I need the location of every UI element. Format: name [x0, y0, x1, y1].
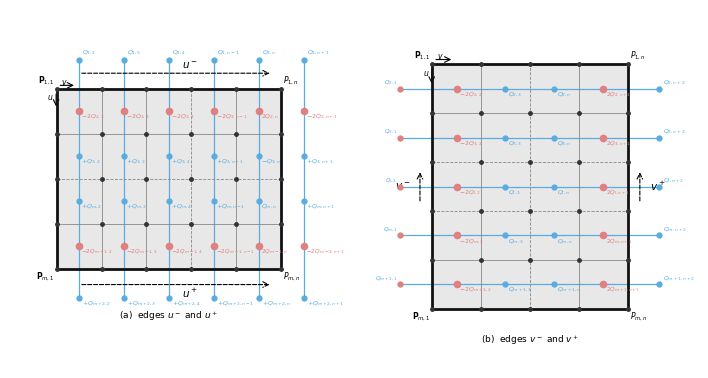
Text: $Q_{m+1,3}$: $Q_{m+1,3}$ — [508, 286, 532, 294]
Text: $u$: $u$ — [47, 93, 54, 102]
Text: $Q_{l,1}$: $Q_{l,1}$ — [385, 177, 397, 185]
Text: $\mathbf{P}_{1,1}$: $\mathbf{P}_{1,1}$ — [38, 75, 55, 87]
Text: $Q_{3,n}$: $Q_{3,n}$ — [556, 139, 571, 148]
Text: $Q_{m+1,n}$: $Q_{m+1,n}$ — [556, 286, 581, 294]
Text: $u^-$: $u^-$ — [183, 60, 198, 71]
Text: $-2Q_{m-1,n-1}$: $-2Q_{m-1,n-1}$ — [216, 248, 255, 256]
Text: $-2Q_{m+1,2}$: $-2Q_{m+1,2}$ — [459, 286, 492, 294]
Text: $-2Q_{2,2}$: $-2Q_{2,2}$ — [459, 91, 483, 99]
Text: $+Q_{m,2}$: $+Q_{m,2}$ — [81, 203, 102, 211]
Text: $v$: $v$ — [61, 78, 68, 87]
Text: $v^-$: $v^-$ — [395, 181, 410, 192]
Text: $-2Q_{m-1,n+1}$: $-2Q_{m-1,n+1}$ — [306, 248, 345, 256]
Text: $Q_{1,3}$: $Q_{1,3}$ — [127, 49, 141, 57]
Text: $Q_{m,1}$: $Q_{m,1}$ — [382, 226, 397, 234]
Text: $v$: $v$ — [437, 53, 444, 62]
Text: $+Q_{m+2,n-1}$: $+Q_{m+2,n-1}$ — [217, 300, 254, 308]
Text: $Q_{3,1}$: $Q_{3,1}$ — [384, 128, 397, 136]
Text: $Q_{1,n}$: $Q_{1,n}$ — [261, 49, 276, 57]
Text: $-2Q_{m-1,4}$: $-2Q_{m-1,4}$ — [171, 248, 202, 256]
Text: $+Q_{m+2,n+1}$: $+Q_{m+2,n+1}$ — [307, 300, 344, 308]
Text: $-2Q_{3,2}$: $-2Q_{3,2}$ — [459, 139, 483, 148]
Text: $Q_{2,n}$: $Q_{2,n}$ — [556, 91, 571, 99]
Text: $2Q_{m,n+1}$: $2Q_{m,n+1}$ — [605, 237, 632, 246]
Text: $u$: $u$ — [423, 69, 429, 78]
Text: $+Q_{m,3}$: $+Q_{m,3}$ — [126, 203, 147, 211]
Text: $\mathbf{P}_{m,1}$: $\mathbf{P}_{m,1}$ — [412, 311, 430, 323]
Text: $2Q_{3,n+1}$: $2Q_{3,n+1}$ — [605, 139, 631, 148]
Text: (a)  edges $u^-$ and $u^+$: (a) edges $u^-$ and $u^+$ — [120, 309, 219, 323]
Bar — [57, 89, 281, 269]
Text: $-2Q_{2,2}$: $-2Q_{2,2}$ — [81, 113, 105, 121]
Text: $-Q_{3,n}$: $-Q_{3,n}$ — [261, 158, 281, 166]
Text: $Q_{l,n}$: $Q_{l,n}$ — [556, 189, 570, 197]
Text: $Q_{1,4}$: $Q_{1,4}$ — [171, 49, 186, 57]
Text: $-2Q_{2,4}$: $-2Q_{2,4}$ — [171, 113, 195, 121]
Text: $+Q_{m+2,4}$: $+Q_{m+2,4}$ — [171, 300, 201, 308]
Text: $Q_{m,3}$: $Q_{m,3}$ — [508, 237, 524, 246]
Text: $Q_{3,3}$: $Q_{3,3}$ — [508, 139, 523, 148]
Text: $-2Q_{2,3}$: $-2Q_{2,3}$ — [126, 113, 150, 121]
Text: $Q_{2,n+2}$: $Q_{2,n+2}$ — [663, 79, 686, 87]
Text: $2Q_{m+1,n+1}$: $2Q_{m+1,n+1}$ — [605, 286, 639, 294]
Text: $Q_{1,n-1}$: $Q_{1,n-1}$ — [217, 49, 239, 57]
Text: $\mathbf{P}_{1,1}$: $\mathbf{P}_{1,1}$ — [413, 50, 430, 62]
Text: $2Q_{2,n+1}$: $2Q_{2,n+1}$ — [605, 91, 631, 99]
Text: $+Q_{m+2,2}$: $+Q_{m+2,2}$ — [81, 300, 111, 308]
Text: $+Q_{3,2}$: $+Q_{3,2}$ — [81, 158, 101, 166]
Text: $P_{1,n}$: $P_{1,n}$ — [629, 50, 646, 62]
Text: $+Q_{m+2,3}$: $+Q_{m+2,3}$ — [127, 300, 156, 308]
Text: $Q_{2,3}$: $Q_{2,3}$ — [508, 91, 523, 99]
Text: $u^+$: $u^+$ — [183, 287, 198, 300]
Text: $P_{m,n}$: $P_{m,n}$ — [629, 311, 647, 323]
Text: $-2Q_{2,n+1}$: $-2Q_{2,n+1}$ — [306, 113, 338, 121]
Text: $Q_{m,n}$: $Q_{m,n}$ — [556, 237, 573, 246]
Text: $Q_{m+1,n+2}$: $Q_{m+1,n+2}$ — [663, 274, 695, 283]
Text: $Q_{2,1}$: $Q_{2,1}$ — [384, 79, 397, 87]
Text: $-2Q_{2,n-1}$: $-2Q_{2,n-1}$ — [216, 113, 248, 121]
Bar — [432, 64, 627, 309]
Text: $Q_{m,n}$: $Q_{m,n}$ — [261, 203, 277, 211]
Text: $-2Q_{l,2}$: $-2Q_{l,2}$ — [459, 189, 481, 197]
Text: $+Q_{m,4}$: $+Q_{m,4}$ — [171, 203, 193, 211]
Text: $P_{m,n}$: $P_{m,n}$ — [283, 271, 301, 283]
Text: $Q_{m,n+2}$: $Q_{m,n+2}$ — [663, 226, 687, 234]
Text: $+Q_{m,n+1}$: $+Q_{m,n+1}$ — [306, 203, 336, 211]
Text: $2Q_{l,n+1}$: $2Q_{l,n+1}$ — [605, 189, 629, 197]
Text: $-2Q_{m-1,2}$: $-2Q_{m-1,2}$ — [81, 248, 112, 256]
Text: $Q_{1,n+1}$: $Q_{1,n+1}$ — [307, 49, 329, 57]
Text: $-2Q_{m,2}$: $-2Q_{m,2}$ — [459, 237, 484, 246]
Text: $P_{1,n}$: $P_{1,n}$ — [283, 75, 299, 87]
Text: $+Q_{m,n-1}$: $+Q_{m,n-1}$ — [216, 203, 246, 211]
Text: $Q_{l,3}$: $Q_{l,3}$ — [508, 189, 520, 197]
Text: $Q_{3,n+2}$: $Q_{3,n+2}$ — [663, 128, 686, 136]
Text: $Q_{m+1,1}$: $Q_{m+1,1}$ — [375, 274, 397, 283]
Text: $+Q_{3,n+1}$: $+Q_{3,n+1}$ — [306, 158, 333, 166]
Text: $2Q_{m-1,n}$: $2Q_{m-1,n}$ — [261, 248, 287, 256]
Text: $v^+$: $v^+$ — [650, 180, 665, 193]
Text: $Q_{l,n+2}$: $Q_{l,n+2}$ — [663, 177, 684, 185]
Text: (b)  edges $v^-$ and $v^+$: (b) edges $v^-$ and $v^+$ — [481, 333, 579, 347]
Text: $2Q_{2,n}$: $2Q_{2,n}$ — [261, 113, 280, 121]
Text: $+Q_{3,3}$: $+Q_{3,3}$ — [126, 158, 146, 166]
Text: $+Q_{m+2,n}$: $+Q_{m+2,n}$ — [261, 300, 291, 308]
Text: $-2Q_{m-1,3}$: $-2Q_{m-1,3}$ — [126, 248, 157, 256]
Text: $\mathbf{P}_{m,1}$: $\mathbf{P}_{m,1}$ — [36, 271, 55, 283]
Text: $Q_{1,2}$: $Q_{1,2}$ — [81, 49, 96, 57]
Text: $+Q_{3,n-1}$: $+Q_{3,n-1}$ — [216, 158, 244, 166]
Text: $+Q_{3,4}$: $+Q_{3,4}$ — [171, 158, 191, 166]
